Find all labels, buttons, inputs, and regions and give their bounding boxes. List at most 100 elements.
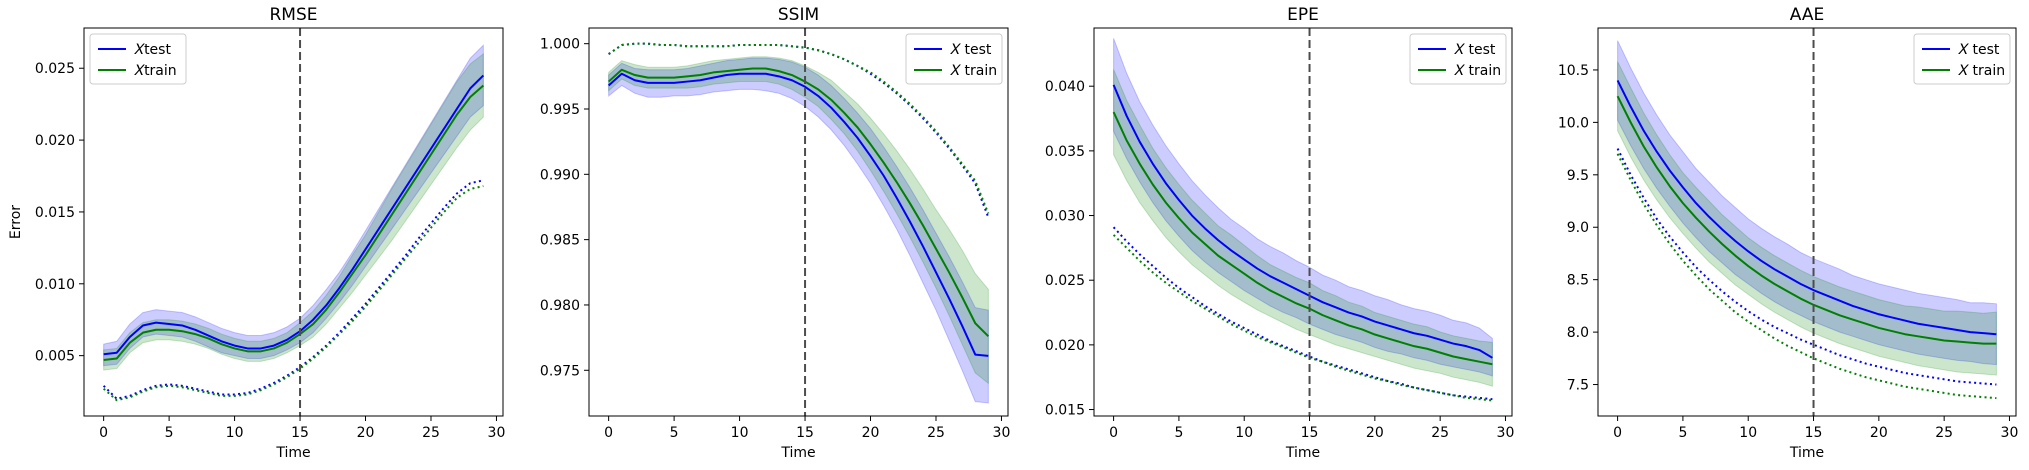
- x-tick-label: 15: [291, 425, 309, 441]
- x-tick-label: 10: [1235, 425, 1253, 441]
- confidence-band-1: [103, 52, 484, 371]
- plot-area: [607, 42, 990, 404]
- axes-frame: [588, 27, 1009, 417]
- y-tick-label: 10.0: [1558, 115, 1589, 131]
- confidence-band-0: [1617, 40, 1997, 366]
- y-tick-label: 0.015: [1045, 403, 1085, 419]
- x-axis-label: Time: [1285, 445, 1320, 461]
- x-tick-label: 10: [226, 425, 244, 441]
- x-tick-label: 15: [796, 425, 814, 441]
- y-tick-label: 0.975: [540, 363, 580, 379]
- legend: 𝑋 test 𝑋 train: [1913, 33, 2011, 85]
- legend-label: 𝑋 test: [950, 42, 992, 58]
- legend-box: [89, 33, 187, 85]
- series-line-2-dotted: [1616, 148, 1997, 386]
- x-tick-label: 25: [1431, 425, 1449, 441]
- y-tick-label: 0.040: [1045, 79, 1085, 95]
- y-tick-label: 0.035: [1045, 144, 1085, 160]
- axes-frame: [83, 27, 504, 417]
- x-tick-label: 25: [927, 425, 945, 441]
- y-tick-label: 0.020: [1045, 338, 1085, 354]
- x-tick-label: 0: [99, 425, 108, 441]
- confidence-band-0: [1113, 38, 1493, 377]
- x-tick-label: 15: [1805, 425, 1823, 441]
- x-tick-label: 30: [1497, 425, 1515, 441]
- series-line-1: [1112, 111, 1493, 366]
- series-line-1: [607, 67, 990, 338]
- series-line-0: [1616, 79, 1997, 336]
- y-tick-label: 0.990: [540, 167, 580, 183]
- y-tick-label: 0.005: [35, 349, 75, 365]
- series-line-2-dotted: [102, 179, 484, 400]
- x-axis-label: Time: [275, 445, 310, 461]
- x-tick-label: 5: [165, 425, 174, 441]
- x-tick-label: 30: [488, 425, 506, 441]
- legend-label: 𝑋 train: [1454, 63, 1501, 79]
- legend-box: [1913, 33, 2011, 85]
- y-tick-label: 9.0: [1567, 220, 1589, 236]
- y-tick-label: 8.0: [1567, 325, 1589, 341]
- chart-title: EPE: [1287, 5, 1319, 25]
- chart-panel-epe: 0 5 10 15 20 25 30 0.015 0.020 0.025 0.030 0.035 0.0…: [1045, 5, 1514, 461]
- x-tick-label: 20: [862, 425, 880, 441]
- x-tick-label: 5: [1678, 425, 1687, 441]
- x-tick-label: 0: [1109, 425, 1118, 441]
- legend: 𝑋test 𝑋train: [89, 33, 187, 85]
- y-tick-label: 9.5: [1567, 168, 1589, 184]
- y-tick-label: 0.015: [35, 205, 75, 221]
- x-axis-label: Time: [1789, 445, 1824, 461]
- x-tick-label: 30: [2001, 425, 2019, 441]
- legend-box: [1409, 33, 1507, 85]
- y-tick-label: 0.985: [540, 233, 580, 249]
- legend: 𝑋 test 𝑋 train: [1409, 33, 1507, 85]
- y-tick-label: 8.5: [1567, 273, 1589, 289]
- x-tick-label: 10: [731, 425, 749, 441]
- x-tick-label: 0: [1613, 425, 1622, 441]
- y-tick-label: 0.025: [1045, 273, 1085, 289]
- legend-label: 𝑋train: [134, 63, 177, 79]
- plot-area: [102, 44, 485, 402]
- x-tick-label: 30: [993, 425, 1011, 441]
- chart-panel-aae: 0 5 10 15 20 25 30 7.5 8.0 8.5 9.0 9.5 10.0 10.5 AAE Ti…: [1558, 5, 2019, 461]
- chart-title: AAE: [1790, 5, 1824, 25]
- y-tick-label: 0.980: [540, 298, 580, 314]
- axes-frame: [1093, 27, 1513, 417]
- series-line-2-dotted: [1112, 226, 1493, 401]
- series-line-1: [1616, 95, 1997, 345]
- x-tick-label: 15: [1301, 425, 1319, 441]
- confidence-band-1: [1113, 69, 1493, 387]
- legend-label: 𝑋 train: [950, 63, 997, 79]
- x-tick-label: 0: [604, 425, 613, 441]
- y-tick-label: 1.000: [540, 37, 580, 53]
- confidence-band-1: [608, 56, 989, 385]
- chart-panel-rmse: 0 5 10 15 20 25 30 0.005 0.010 0.015 0.020 0.025 RMS…: [8, 5, 505, 461]
- plot-area: [1112, 38, 1493, 402]
- confidence-band-1: [1617, 61, 1997, 376]
- series-line-0: [103, 74, 485, 356]
- series-line-1: [103, 84, 485, 361]
- series-line-3-dotted: [1616, 153, 1997, 400]
- plot-area: [1616, 40, 1997, 400]
- y-tick-label: 7.5: [1567, 378, 1589, 394]
- x-tick-label: 20: [357, 425, 375, 441]
- x-tick-label: 25: [1935, 425, 1953, 441]
- x-tick-label: 20: [1870, 425, 1888, 441]
- series-line-0: [607, 72, 989, 357]
- legend-label: 𝑋 test: [1958, 42, 2000, 58]
- chart-title: RMSE: [269, 5, 317, 25]
- series-line-0: [1112, 84, 1493, 359]
- x-axis-label: Time: [780, 445, 815, 461]
- legend: 𝑋 test 𝑋 train: [905, 33, 1003, 85]
- y-axis-label: Error: [8, 205, 24, 239]
- y-tick-label: 0.020: [35, 133, 75, 149]
- series-line-3-dotted: [102, 185, 484, 402]
- x-tick-label: 20: [1366, 425, 1384, 441]
- legend-label: 𝑋test: [134, 42, 171, 58]
- y-tick-label: 10.5: [1558, 63, 1589, 79]
- confidence-band-0: [608, 57, 989, 404]
- y-tick-label: 0.995: [540, 102, 580, 118]
- chart-title: SSIM: [778, 5, 819, 25]
- x-tick-label: 5: [670, 425, 679, 441]
- y-tick-label: 0.025: [35, 61, 75, 77]
